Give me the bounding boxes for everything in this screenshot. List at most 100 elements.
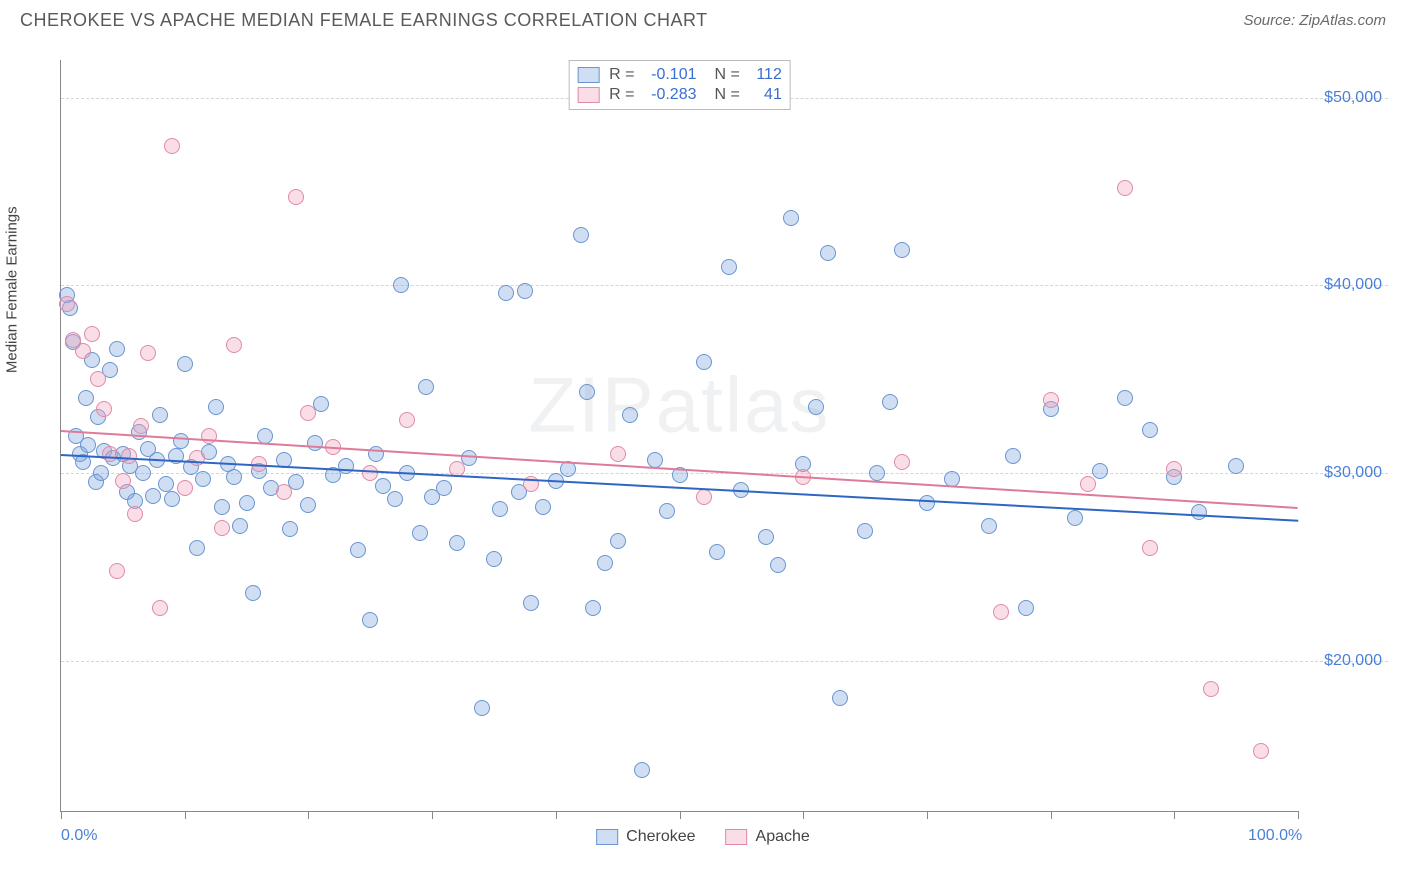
data-point: [436, 480, 452, 496]
data-point: [517, 283, 533, 299]
data-point: [189, 450, 205, 466]
data-point: [102, 446, 118, 462]
stat-r-value: -0.283: [641, 86, 697, 104]
legend-swatch: [577, 67, 599, 83]
data-point: [610, 533, 626, 549]
legend-item: Apache: [726, 828, 810, 846]
data-point: [133, 418, 149, 434]
x-tick: [61, 811, 62, 819]
data-point: [1203, 681, 1219, 697]
data-point: [919, 495, 935, 511]
gridline: [61, 285, 1388, 286]
bottom-legend: Cherokee Apache: [596, 828, 810, 846]
y-tick-label: $40,000: [1324, 276, 1382, 294]
legend-item: Cherokee: [596, 828, 695, 846]
data-point: [1043, 392, 1059, 408]
data-point: [1117, 180, 1133, 196]
x-tick: [1051, 811, 1052, 819]
stat-r-label: R =: [609, 86, 634, 104]
data-point: [808, 399, 824, 415]
x-tick: [308, 811, 309, 819]
data-point: [573, 227, 589, 243]
data-point: [758, 529, 774, 545]
data-point: [226, 337, 242, 353]
stat-n-value: 112: [746, 66, 782, 84]
data-point: [282, 521, 298, 537]
data-point: [820, 245, 836, 261]
data-point: [393, 277, 409, 293]
stat-n-value: 41: [746, 86, 782, 104]
data-point: [597, 555, 613, 571]
data-point: [387, 491, 403, 507]
data-point: [1166, 461, 1182, 477]
data-point: [770, 557, 786, 573]
data-point: [226, 469, 242, 485]
data-point: [1092, 463, 1108, 479]
legend-swatch: [577, 87, 599, 103]
data-point: [121, 448, 137, 464]
x-tick: [185, 811, 186, 819]
y-tick-label: $50,000: [1324, 89, 1382, 107]
data-point: [1005, 448, 1021, 464]
data-point: [152, 600, 168, 616]
stats-row: R =-0.283N =41: [577, 85, 782, 105]
data-point: [90, 371, 106, 387]
data-point: [195, 471, 211, 487]
x-tick: [927, 811, 928, 819]
x-axis-label: 100.0%: [1248, 827, 1302, 845]
data-point: [610, 446, 626, 462]
data-point: [173, 433, 189, 449]
data-point: [535, 499, 551, 515]
data-point: [1018, 600, 1034, 616]
data-point: [579, 384, 595, 400]
data-point: [461, 450, 477, 466]
data-point: [115, 473, 131, 489]
legend-label: Cherokee: [626, 828, 695, 846]
x-tick: [803, 811, 804, 819]
data-point: [486, 551, 502, 567]
data-point: [696, 354, 712, 370]
data-point: [288, 189, 304, 205]
data-point: [783, 210, 799, 226]
data-point: [993, 604, 1009, 620]
data-point: [214, 499, 230, 515]
x-axis-label: 0.0%: [61, 827, 97, 845]
data-point: [300, 497, 316, 513]
x-tick: [680, 811, 681, 819]
stats-legend-box: R =-0.101N =112R =-0.283N =41: [568, 60, 791, 110]
y-axis-label: Median Female Earnings: [4, 206, 21, 373]
data-point: [177, 480, 193, 496]
data-point: [350, 542, 366, 558]
data-point: [474, 700, 490, 716]
data-point: [276, 484, 292, 500]
data-point: [109, 563, 125, 579]
data-point: [1228, 458, 1244, 474]
data-point: [375, 478, 391, 494]
data-point: [418, 379, 434, 395]
data-point: [832, 690, 848, 706]
data-point: [257, 428, 273, 444]
legend-swatch: [726, 829, 748, 845]
plot-area: ZIPatlas R =-0.101N =112R =-0.283N =41 $…: [60, 60, 1298, 812]
data-point: [177, 356, 193, 372]
data-point: [300, 405, 316, 421]
data-point: [239, 495, 255, 511]
data-point: [857, 523, 873, 539]
chart-container: Median Female Earnings ZIPatlas R =-0.10…: [18, 44, 1388, 852]
data-point: [1142, 540, 1158, 556]
data-point: [1080, 476, 1096, 492]
stats-row: R =-0.101N =112: [577, 65, 782, 85]
data-point: [585, 600, 601, 616]
chart-title: CHEROKEE VS APACHE MEDIAN FEMALE EARNING…: [20, 10, 708, 31]
x-tick: [556, 811, 557, 819]
data-point: [412, 525, 428, 541]
data-point: [647, 452, 663, 468]
x-tick: [1298, 811, 1299, 819]
data-point: [498, 285, 514, 301]
trend-line: [61, 454, 1298, 522]
x-tick: [1174, 811, 1175, 819]
data-point: [245, 585, 261, 601]
data-point: [164, 138, 180, 154]
data-point: [1253, 743, 1269, 759]
legend-label: Apache: [756, 828, 810, 846]
